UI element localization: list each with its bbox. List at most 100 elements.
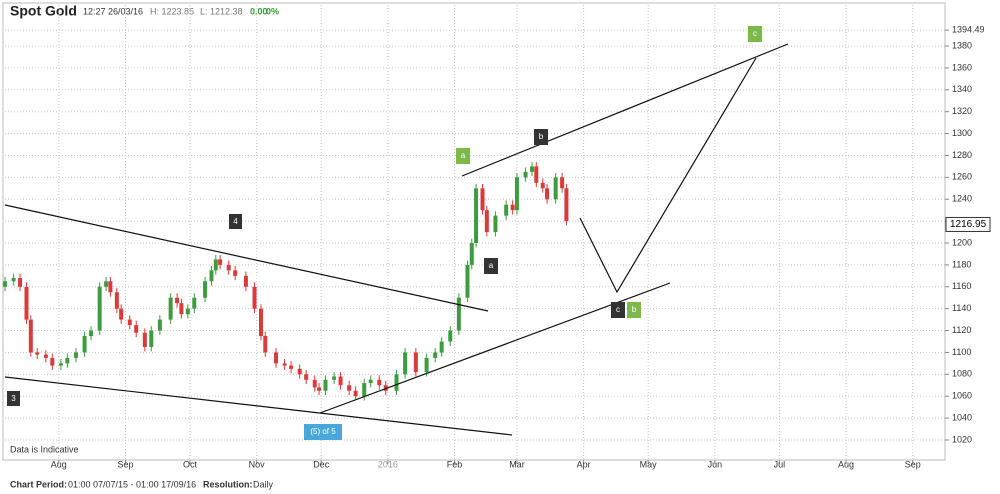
y-tick-label: 1340 [952,84,972,94]
wave-label: 3 [11,394,16,403]
candle-body [233,270,238,276]
candle-body [252,286,257,309]
candle-body [243,275,248,287]
x-tick-label: Nov [249,459,266,469]
candle-body [323,379,328,391]
candle-body [35,352,40,355]
change: 0.00 [250,6,268,16]
candle-body [226,264,231,271]
time: 12:27 26/03/16 [83,6,143,16]
candle-body [297,368,302,375]
wave-label: 4 [233,217,238,226]
y-tick-label: 1240 [952,194,972,204]
wave-label: c [616,305,620,314]
candle-body [353,390,358,397]
candle-body [157,319,162,331]
candle-body [209,270,214,282]
candle-body [28,319,33,353]
candle-body [317,387,322,391]
wave-label: c [753,29,757,38]
label-box [611,302,625,318]
candle-body [43,354,48,358]
chart-title: Spot Gold [10,3,77,19]
candle-body [82,336,87,353]
label-box [484,258,498,274]
x-tick-label: Jun [708,459,723,469]
candle-body [474,188,479,244]
grid [5,5,945,460]
candle-body [347,385,352,391]
y-tick-label: 1060 [952,391,972,401]
change-pct: 0% [266,6,279,16]
y-tick-label: 1380 [952,40,972,50]
candle-body [50,357,55,366]
period-label: Chart Period: [10,479,67,489]
x-tick-label: Apr [577,459,591,469]
candle-body [203,281,208,298]
candle-body [175,297,180,304]
candle-body [480,188,485,211]
candle-body [3,281,7,287]
candle-body [134,325,139,333]
y-tick-label: 1180 [952,259,971,269]
candle-body [185,308,190,315]
candle-body [73,352,78,358]
x-tick-label: Oct [183,459,198,469]
candle-body [545,188,550,200]
x-tick-label: Aug [51,459,67,469]
x-tick-label: Sep [905,459,921,469]
label-box [627,302,641,318]
label-box [456,148,470,164]
candle-body [179,303,184,315]
candle-body [433,352,438,358]
y-tick-label: 1320 [952,106,972,116]
candle-body [119,308,124,320]
candle-body [368,379,373,384]
wave-label: b [632,305,637,314]
wave-label: b [539,132,544,141]
y-tick-label: 1300 [952,128,972,138]
candle-body [439,341,444,353]
candle-body [338,376,343,386]
y-tick-label: 1394.49 [952,25,985,35]
x-tick-label: Sep [117,459,133,469]
candle-body [424,357,429,373]
x-tick-label: May [640,459,658,469]
candle-body [564,188,569,222]
y-tick-label: 1200 [952,237,972,247]
x-tick-label: Jul [774,459,786,469]
candle-body [413,352,418,373]
trend-line [4,376,513,436]
low: L: 1212.38 [200,6,243,16]
candle-body [560,177,565,189]
period: 01:00 07/07/15 - 01:00 17/09/16 [68,479,196,489]
wave-labels: 3 4 (5) of 5 a a b c c b [7,26,762,440]
y-tick-label: 1140 [952,303,971,313]
label-box [534,129,548,145]
y-tick-label: 1080 [952,369,972,379]
candle-body [312,379,317,388]
candle-body [332,376,337,380]
projection-line [579,57,757,294]
candle-body [127,319,132,326]
candle-body [108,281,113,293]
candle-body [142,332,147,347]
candle-body [258,308,263,337]
y-tick-label: 1100 [952,347,971,357]
candle-body [11,278,16,282]
candle-body [394,374,399,391]
y-tick-label: 1360 [952,62,972,72]
candle-body [213,259,218,271]
y-tick-label: 1260 [952,172,972,182]
candle-body [289,365,294,369]
candle-body [114,292,119,309]
candle-body [465,264,470,298]
candle-body [540,182,545,189]
candle-body [523,171,528,178]
candle-body [304,374,309,380]
candle-body [403,352,408,375]
y-tick-label: 1280 [952,150,972,160]
high: H: 1223.85 [150,6,194,16]
y-tick-label: 1120 [952,325,971,335]
